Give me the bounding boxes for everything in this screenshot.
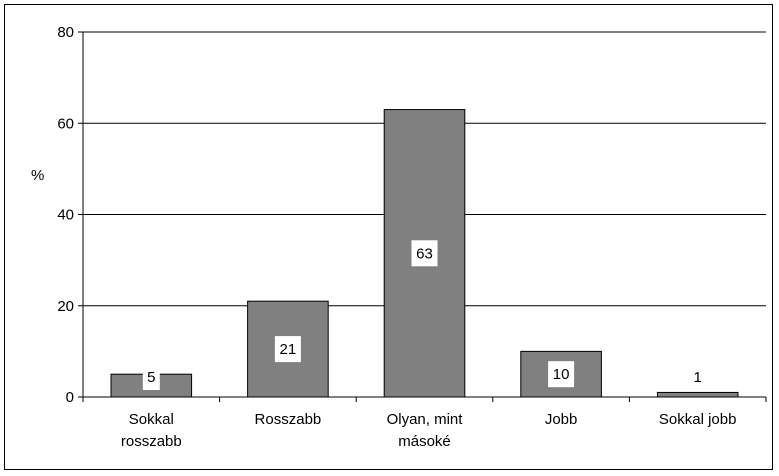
x-category-label: Sokkal rosszabb xyxy=(121,411,182,450)
data-label-box xyxy=(548,361,575,388)
data-label-box xyxy=(274,336,301,363)
bar-chart: % 0 20 40 60 80 Sokkal rosszabb Rosszabb Olyan, … xyxy=(31,24,767,450)
x-category-label: Olyan, mint másoké xyxy=(387,411,464,450)
x-category-label-line: Jobb xyxy=(545,411,578,428)
x-category-label-line: Olyan, mint xyxy=(387,411,464,428)
x-category-label-line: Sokkal jobb xyxy=(659,411,737,428)
data-label-box xyxy=(142,364,160,390)
data-label: 21 xyxy=(280,341,297,358)
chart-frame: % 0 20 40 60 80 Sokkal rosszabb Rosszabb Olyan, … xyxy=(4,4,773,470)
x-category-label: Jobb xyxy=(545,411,578,428)
x-category-label-line: Rosszabb xyxy=(255,411,322,428)
data-label: 10 xyxy=(553,366,570,383)
bar xyxy=(656,391,739,398)
y-tick-label: 20 xyxy=(57,298,74,315)
y-tick-label: 60 xyxy=(57,115,74,132)
y-tick-label: 80 xyxy=(57,24,74,41)
x-category-label-line: másoké xyxy=(398,433,451,450)
x-category-label-line: Sokkal xyxy=(129,411,174,428)
y-axis-label: % xyxy=(31,167,44,184)
y-tick-label: 40 xyxy=(57,207,74,224)
data-label: 5 xyxy=(147,369,155,386)
y-tick-label: 0 xyxy=(66,389,74,406)
data-label: 63 xyxy=(416,245,433,262)
x-category-label-line: rosszabb xyxy=(121,433,182,450)
data-label-box xyxy=(689,364,707,390)
data-label: 1 xyxy=(694,369,702,386)
data-label-box xyxy=(411,240,438,267)
x-category-label: Rosszabb xyxy=(255,411,322,428)
x-category-label: Sokkal jobb xyxy=(659,411,737,428)
